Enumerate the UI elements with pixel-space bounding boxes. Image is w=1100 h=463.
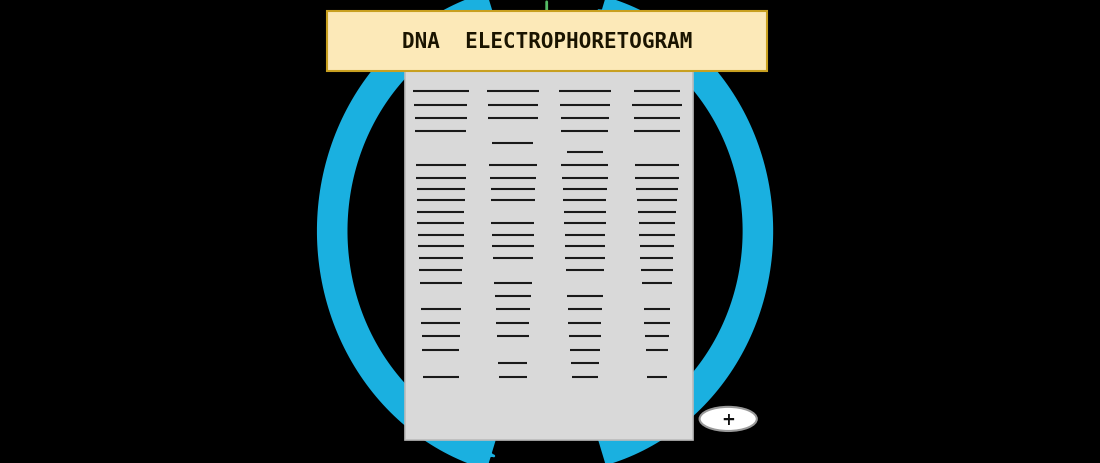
Circle shape [700,407,757,431]
Bar [412,39,469,73]
Bar [629,39,685,73]
FancyBboxPatch shape [327,12,767,72]
Text: DNA  ELECTROPHORETOGRAM: DNA ELECTROPHORETOGRAM [402,31,692,52]
Bar [484,39,541,73]
Text: −: − [722,44,735,62]
Bar [405,32,693,440]
Text: +: + [722,410,735,428]
Circle shape [700,41,757,65]
Bar [557,39,614,73]
